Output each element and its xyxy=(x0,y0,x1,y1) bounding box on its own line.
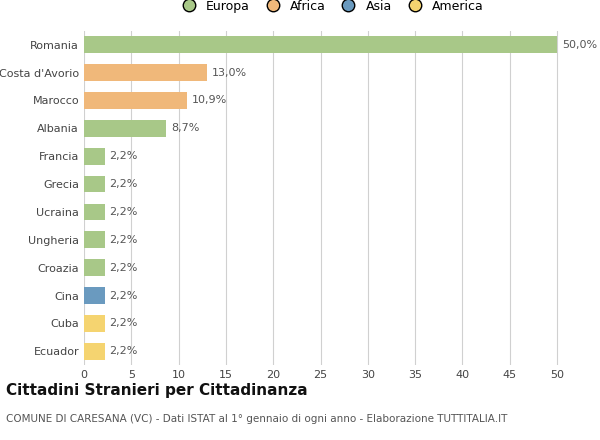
Bar xyxy=(84,120,166,137)
Text: 2,2%: 2,2% xyxy=(110,290,138,301)
Bar xyxy=(84,343,105,359)
Text: 2,2%: 2,2% xyxy=(110,151,138,161)
Text: 50,0%: 50,0% xyxy=(562,40,597,50)
Bar xyxy=(84,37,557,53)
Text: 10,9%: 10,9% xyxy=(192,95,227,106)
Bar xyxy=(84,204,105,220)
Bar xyxy=(84,315,105,332)
Bar xyxy=(84,148,105,165)
Legend: Europa, Africa, Asia, America: Europa, Africa, Asia, America xyxy=(171,0,489,18)
Text: Cittadini Stranieri per Cittadinanza: Cittadini Stranieri per Cittadinanza xyxy=(6,383,308,398)
Text: 2,2%: 2,2% xyxy=(110,346,138,356)
Text: 2,2%: 2,2% xyxy=(110,319,138,328)
Bar xyxy=(84,259,105,276)
Bar xyxy=(84,287,105,304)
Text: 2,2%: 2,2% xyxy=(110,263,138,273)
Text: 2,2%: 2,2% xyxy=(110,179,138,189)
Text: 8,7%: 8,7% xyxy=(171,123,199,133)
Bar xyxy=(84,231,105,248)
Bar xyxy=(84,64,207,81)
Text: COMUNE DI CARESANA (VC) - Dati ISTAT al 1° gennaio di ogni anno - Elaborazione T: COMUNE DI CARESANA (VC) - Dati ISTAT al … xyxy=(6,414,508,424)
Text: 2,2%: 2,2% xyxy=(110,207,138,217)
Bar xyxy=(84,92,187,109)
Text: 2,2%: 2,2% xyxy=(110,235,138,245)
Text: 13,0%: 13,0% xyxy=(212,68,247,77)
Bar xyxy=(84,176,105,192)
